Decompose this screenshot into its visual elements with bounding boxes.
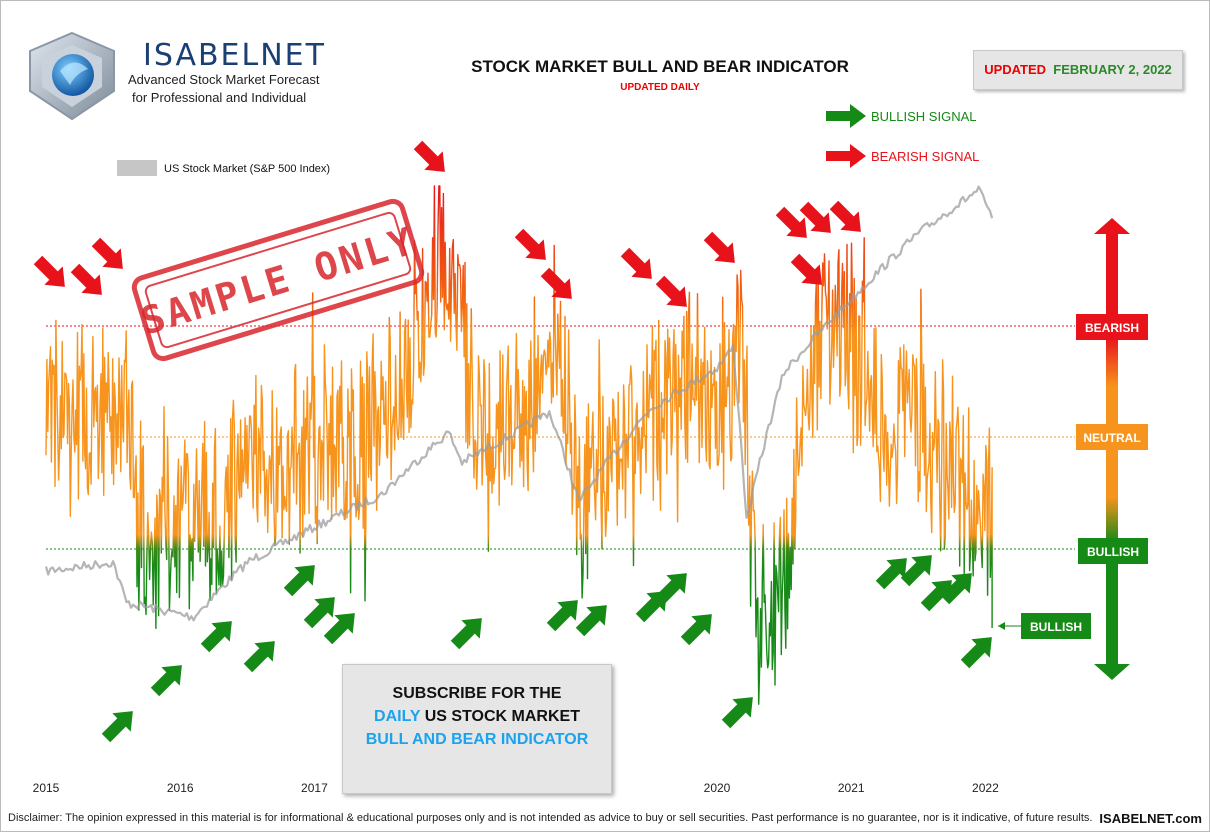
x-tick-label: 2015: [33, 781, 60, 795]
bearish-signal-arrow: [91, 237, 123, 269]
bullish-signal-arrow: [721, 697, 753, 729]
bearish-signal-arrow: [655, 275, 687, 307]
bearish-signal-arrow: [703, 231, 735, 263]
chart-subtitle: UPDATED DAILY: [620, 82, 700, 93]
bullish-signal-arrow: [150, 665, 182, 697]
x-tick-label: 2020: [704, 781, 731, 795]
x-tick-label: 2022: [972, 781, 999, 795]
brand-name: ISABELNET: [143, 38, 326, 73]
updated-badge: UPDATED FEBRUARY 2, 2022: [973, 50, 1183, 90]
bearish-signal-legend-label: BEARISH SIGNAL: [871, 149, 979, 164]
subscribe-line-2: DAILY US STOCK MARKET: [343, 708, 611, 726]
bullish-signal-arrow: [680, 614, 712, 646]
subscribe-line-2-rest: US STOCK MARKET: [420, 708, 580, 725]
bullish-signal-arrow: [875, 558, 907, 590]
bullish-signal-arrow: [323, 613, 355, 645]
chart-title: STOCK MARKET BULL AND BEAR INDICATOR: [471, 57, 849, 76]
bearish-zone-label: BEARISH: [1085, 321, 1139, 335]
bearish-signal-arrow: [413, 140, 445, 172]
bearish-signal-arrows: [33, 140, 861, 307]
updated-label: UPDATED: [984, 62, 1047, 77]
bearish-signal-arrow: [70, 263, 102, 295]
bullish-signal-arrow: [101, 711, 133, 743]
x-tick-label: 2021: [838, 781, 865, 795]
bullish-signal-legend-icon: [826, 104, 866, 128]
bullish-signal-arrow: [920, 580, 952, 612]
subscribe-line-1: SUBSCRIBE FOR THE: [392, 685, 562, 702]
bullish-signal-arrow: [940, 573, 972, 605]
current-signal-badge: [1021, 613, 1091, 639]
sample-only-stamp: SAMPLE ONLY: [131, 198, 425, 362]
brand-tagline-1: Advanced Stock Market Forecast: [128, 72, 320, 87]
updated-date: FEBRUARY 2, 2022: [1053, 62, 1172, 77]
subscribe-line-3: BULL AND BEAR INDICATOR: [365, 731, 589, 748]
bullish-signal-arrow: [450, 618, 482, 650]
website-link[interactable]: ISABELNET.com: [1099, 811, 1202, 826]
bearish-signal-arrow: [799, 201, 831, 233]
indicator-series: [45, 185, 993, 705]
bullish-signal-arrow: [303, 597, 335, 629]
bullish-signal-arrow: [575, 605, 607, 637]
brand-block: ISABELNET Advanced Stock Market Forecast…: [28, 32, 348, 132]
bearish-signal-arrow: [775, 206, 807, 238]
current-signal-label: BULLISH: [1030, 620, 1082, 634]
disclaimer-text: Disclaimer: The opinion expressed in thi…: [8, 812, 1093, 824]
bullish-signal-arrow: [546, 600, 578, 632]
bullish-zone-label: BULLISH: [1087, 545, 1139, 559]
bearish-signal-legend-icon: [826, 144, 866, 168]
bullish-signal-arrow: [243, 641, 275, 673]
bearish-signal-arrow: [514, 228, 546, 260]
bearish-signal-arrow: [829, 200, 861, 232]
sp500-legend-label: US Stock Market (S&P 500 Index): [164, 163, 330, 175]
brand-tagline-2: for Professional and Individual: [132, 90, 307, 105]
bearish-signal-arrow: [33, 255, 65, 287]
subscribe-daily: DAILY: [374, 708, 421, 725]
bearish-signal-arrow: [540, 267, 572, 299]
bullish-signal-legend-label: BULLISH SIGNAL: [871, 109, 977, 124]
bullish-signal-arrow: [283, 565, 315, 597]
x-tick-label: 2017: [301, 781, 328, 795]
subscribe-box[interactable]: SUBSCRIBE FOR THE DAILY US STOCK MARKET …: [342, 664, 612, 794]
bullish-signal-arrow: [900, 555, 932, 587]
bullish-signal-arrows: [101, 555, 992, 743]
sp500-legend-swatch: [117, 160, 157, 176]
bullish-signal-arrow: [655, 573, 687, 605]
x-tick-label: 2016: [167, 781, 194, 795]
logo-icon: [29, 31, 115, 121]
neutral-zone-label: NEUTRAL: [1083, 431, 1140, 445]
current-signal-arrowhead: [998, 622, 1005, 630]
sp500-series: [44, 185, 994, 622]
bearish-zone-badge: [1076, 314, 1148, 340]
bullish-signal-arrow: [200, 621, 232, 653]
bearish-signal-arrow: [620, 247, 652, 279]
neutral-zone-badge: [1076, 424, 1148, 450]
bullish-zone-badge: [1078, 538, 1148, 564]
bearish-signal-arrow: [790, 253, 822, 285]
bullish-signal-arrow: [960, 637, 992, 669]
